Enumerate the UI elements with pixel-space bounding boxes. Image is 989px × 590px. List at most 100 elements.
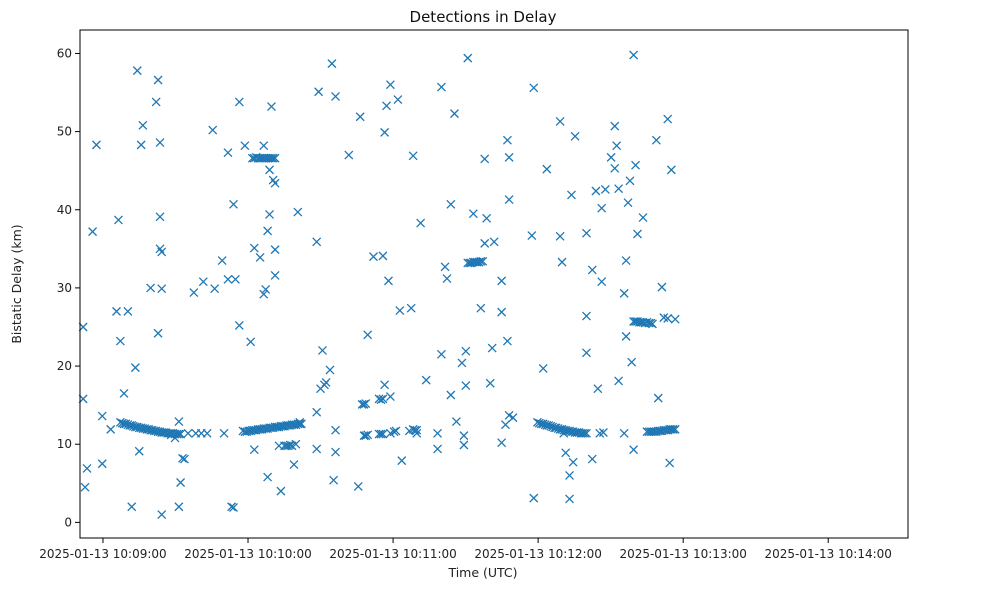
data-point-marker bbox=[106, 424, 116, 434]
data-point-marker bbox=[112, 306, 121, 316]
data-point-marker bbox=[591, 186, 601, 196]
data-point-marker bbox=[178, 453, 187, 463]
data-point-marker bbox=[668, 424, 678, 434]
data-point-marker bbox=[382, 101, 392, 111]
y-tick-label: 40 bbox=[57, 203, 72, 217]
data-point-marker bbox=[314, 87, 324, 97]
data-point-marker bbox=[595, 428, 605, 438]
data-point-marker bbox=[82, 463, 92, 473]
data-point-marker bbox=[123, 306, 133, 316]
data-point-marker bbox=[125, 420, 135, 430]
y-tick-label: 0 bbox=[64, 515, 72, 529]
data-point-marker bbox=[267, 153, 276, 163]
data-point-marker bbox=[416, 218, 426, 228]
data-point-marker bbox=[276, 486, 286, 496]
data-point-marker bbox=[261, 285, 271, 294]
data-point-marker bbox=[223, 274, 233, 284]
data-point-marker bbox=[189, 288, 199, 298]
plot-area bbox=[80, 30, 908, 538]
data-point-marker bbox=[561, 448, 571, 458]
data-point-marker bbox=[229, 199, 238, 209]
data-point-marker bbox=[610, 121, 620, 131]
data-point-marker bbox=[612, 141, 622, 151]
data-point-marker bbox=[263, 226, 273, 236]
data-point-marker bbox=[355, 112, 365, 122]
data-point-marker bbox=[582, 228, 591, 238]
data-point-marker bbox=[621, 256, 631, 266]
data-point-marker bbox=[132, 66, 142, 76]
data-point-marker bbox=[318, 345, 327, 355]
data-point-marker bbox=[136, 140, 146, 150]
data-point-marker bbox=[504, 195, 514, 205]
data-point-marker bbox=[653, 393, 663, 403]
data-point-marker bbox=[550, 423, 560, 433]
data-point-marker bbox=[436, 349, 446, 359]
data-point-marker bbox=[130, 363, 140, 373]
data-point-marker bbox=[559, 428, 569, 438]
data-point-marker bbox=[397, 456, 407, 466]
y-axis-label: Bistatic Delay (km) bbox=[9, 224, 24, 343]
data-point-marker bbox=[555, 116, 565, 126]
data-point-marker bbox=[463, 53, 473, 63]
data-point-marker bbox=[353, 481, 363, 491]
data-point-marker bbox=[442, 274, 452, 283]
data-point-marker bbox=[384, 276, 393, 286]
data-point-marker bbox=[633, 229, 642, 239]
data-point-marker bbox=[385, 392, 395, 402]
data-point-marker bbox=[497, 276, 507, 286]
data-point-marker bbox=[508, 413, 518, 423]
data-point-marker bbox=[538, 363, 548, 373]
data-point-marker bbox=[476, 303, 486, 313]
data-point-marker bbox=[587, 454, 597, 464]
x-tick-label: 2025-01-13 10:12:00 bbox=[474, 547, 601, 561]
data-point-marker bbox=[638, 213, 648, 223]
data-point-marker bbox=[497, 438, 507, 448]
data-point-marker bbox=[565, 494, 575, 504]
data-point-marker bbox=[614, 184, 624, 194]
x-tick-label: 2025-01-13 10:11:00 bbox=[329, 547, 456, 561]
data-point-marker bbox=[374, 429, 384, 439]
data-point-marker bbox=[665, 458, 675, 468]
chart-title: Detections in Delay bbox=[410, 8, 557, 26]
data-point-marker bbox=[440, 262, 450, 272]
data-point-marker bbox=[597, 277, 607, 287]
data-point-marker bbox=[113, 215, 123, 225]
data-point-marker bbox=[457, 358, 467, 368]
data-point-marker bbox=[487, 343, 497, 353]
data-point-marker bbox=[157, 510, 167, 520]
data-point-marker bbox=[157, 247, 167, 257]
data-point-marker bbox=[385, 80, 395, 90]
data-point-marker bbox=[629, 50, 639, 60]
data-point-marker bbox=[480, 238, 490, 248]
data-point-marker bbox=[249, 243, 259, 253]
data-point-marker bbox=[648, 319, 657, 329]
data-point-marker bbox=[97, 411, 107, 421]
data-point-marker bbox=[412, 425, 422, 435]
y-tick-label: 20 bbox=[57, 359, 72, 373]
data-point-marker bbox=[489, 237, 499, 247]
data-point-marker bbox=[565, 471, 575, 480]
data-point-marker bbox=[587, 265, 597, 275]
data-point-marker bbox=[255, 252, 265, 262]
data-point-marker bbox=[170, 433, 180, 443]
data-point-marker bbox=[663, 114, 673, 124]
data-point-marker bbox=[663, 313, 673, 323]
data-point-marker bbox=[631, 160, 641, 170]
data-point-marker bbox=[582, 348, 591, 358]
data-point-marker bbox=[666, 165, 676, 175]
data-point-marker bbox=[614, 376, 624, 386]
data-point-marker bbox=[644, 318, 654, 328]
data-point-marker bbox=[597, 203, 607, 213]
data-point-marker bbox=[497, 307, 507, 317]
data-point-marker bbox=[433, 444, 443, 454]
y-tick-label: 10 bbox=[57, 437, 72, 451]
data-point-marker bbox=[344, 150, 354, 160]
x-tick-label: 2025-01-13 10:13:00 bbox=[619, 547, 746, 561]
data-point-marker bbox=[283, 441, 293, 451]
data-point-marker bbox=[227, 502, 237, 512]
data-point-marker bbox=[146, 283, 156, 293]
data-markers bbox=[78, 50, 680, 520]
data-point-marker bbox=[527, 231, 537, 241]
data-point-marker bbox=[119, 388, 129, 398]
